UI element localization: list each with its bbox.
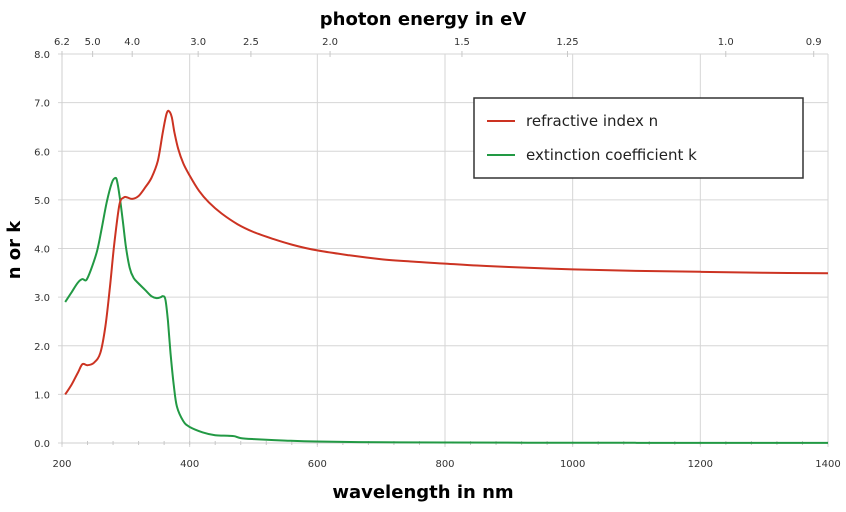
x-tick-label: 600 bbox=[308, 459, 327, 470]
series-line-extinction-coefficient-k bbox=[64, 176, 828, 444]
x-tick-label: 1400 bbox=[815, 459, 840, 470]
top-axis-tick-label: 4.0 bbox=[124, 37, 140, 48]
top-axis-tick-label: 1.5 bbox=[454, 37, 470, 48]
top-axis-tick-label: 3.0 bbox=[190, 37, 206, 48]
x-tick-label: 200 bbox=[52, 459, 71, 470]
top-axis-tick-label: 6.2 bbox=[54, 37, 70, 48]
x-axis-title: wavelength in nm bbox=[332, 482, 513, 503]
x-axis: 200 400 600 800 1000 1200 1400 bbox=[52, 459, 840, 470]
series-line-refractive-index-n bbox=[64, 109, 829, 395]
y-axis-title: n or k bbox=[4, 220, 25, 280]
top-axis-tick-label: 0.9 bbox=[806, 37, 822, 48]
top-axis-tick-label: 1.25 bbox=[556, 37, 578, 48]
x-tick-label: 1200 bbox=[688, 459, 713, 470]
y-tick-label: 8.0 bbox=[34, 50, 50, 61]
top-axis-tick-label: 2.0 bbox=[322, 37, 338, 48]
top-axis-tick-label: 5.0 bbox=[85, 37, 101, 48]
x-tick-label: 1000 bbox=[560, 459, 585, 470]
x-tick-label: 400 bbox=[180, 459, 199, 470]
top-axis-tick-label: 1.0 bbox=[718, 37, 734, 48]
y-tick-label: 1.0 bbox=[34, 390, 50, 401]
y-tick-label: 7.0 bbox=[34, 99, 50, 110]
legend-label-n: refractive index n bbox=[526, 112, 658, 130]
x-tick-label: 800 bbox=[435, 459, 454, 470]
top-axis: 6.2 5.0 4.0 3.0 2.5 2.0 1.5 1.25 1.0 0.9 bbox=[54, 37, 822, 57]
y-tick-label: 3.0 bbox=[34, 293, 50, 304]
y-axis: 0.0 1.0 2.0 3.0 4.0 5.0 6.0 7.0 8.0 bbox=[34, 50, 50, 450]
y-tick-label: 4.0 bbox=[34, 245, 50, 256]
y-tick-label: 2.0 bbox=[34, 342, 50, 353]
y-tick-label: 6.0 bbox=[34, 147, 50, 158]
top-axis-title: photon energy in eV bbox=[320, 9, 527, 30]
legend-box bbox=[473, 97, 804, 179]
top-axis-tick-label: 2.5 bbox=[243, 37, 259, 48]
legend-label-k: extinction coefficient k bbox=[526, 146, 697, 164]
series-layer bbox=[64, 109, 829, 444]
y-tick-label: 5.0 bbox=[34, 196, 50, 207]
y-tick-label: 0.0 bbox=[34, 439, 50, 450]
legend: refractive index n extinction coefficien… bbox=[473, 97, 804, 179]
